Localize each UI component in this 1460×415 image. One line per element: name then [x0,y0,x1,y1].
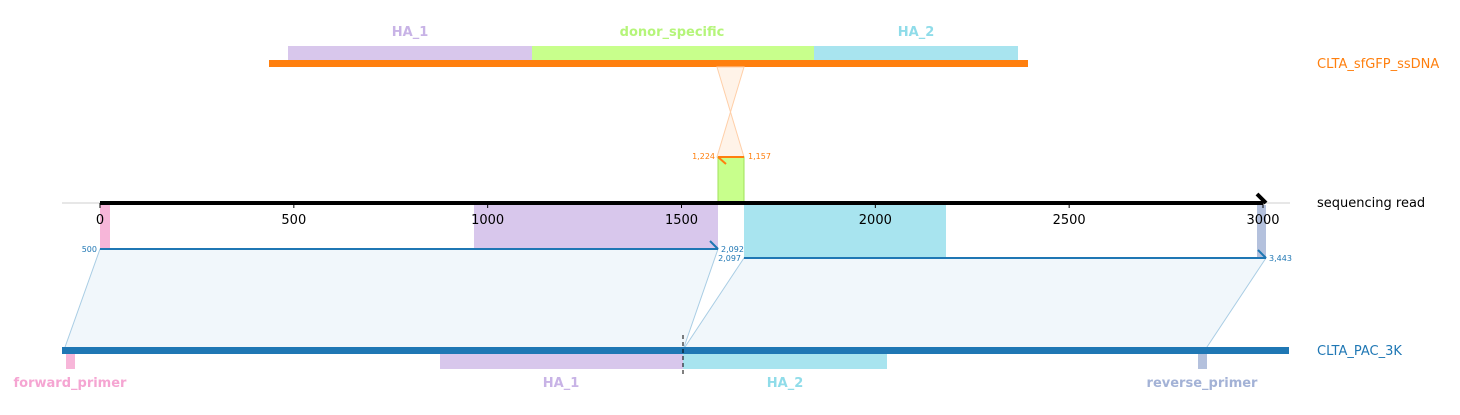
donor-feature-donor-specific-label: donor_specific [620,25,725,40]
target-alignments: 500 2,092 2,097 3,443 [82,240,1292,263]
read-direction-arrow [1255,192,1268,205]
donor-aligned-block [717,156,745,203]
target-alignment-bands [63,248,1267,351]
read-track-label: sequencing read [1317,196,1425,211]
target-feature-ha1-label: HA_1 [543,376,580,391]
target-left-start-label: 500 [82,245,97,254]
target-track-line [62,347,1289,354]
donor-track-label: CLTA_sfGFP_ssDNA [1317,57,1439,72]
target-right-alignment-arrow [1257,249,1267,259]
target-track-label: CLTA_PAC_3K [1317,344,1402,359]
read-feature-forward-primer [100,205,110,249]
target-track: forward_primer HA_1 HA_2 reverse_primer … [14,335,1402,391]
read-axis-ticks: 0 500 1000 1500 2000 2500 3000 [96,203,1280,228]
target-right-start-label: 2,097 [718,254,741,263]
target-feature-forward-primer [66,354,75,369]
donor-feature-ha2 [814,46,1018,61]
target-right-mapping-band [682,257,1267,351]
read-axis-tick-label: 1000 [471,213,504,228]
target-left-end-label: 2,092 [721,245,744,254]
read-axis-tick-label: 2000 [859,213,892,228]
donor-mapping-band [716,66,745,158]
donor-alignment-start-label: 1,224 [692,152,715,161]
donor-track-line [269,60,1028,67]
donor-track: HA_1 donor_specific HA_2 CLTA_sfGFP_ssDN… [269,25,1439,72]
target-feature-ha2 [683,354,887,369]
target-feature-ha1 [440,354,683,369]
donor-feature-donor-specific [532,46,814,61]
target-left-alignment-arrow [709,240,719,250]
target-right-end-label: 3,443 [1269,254,1292,263]
read-axis-tick-label: 3000 [1246,213,1279,228]
target-feature-reverse-primer [1198,354,1207,369]
read-feature-ha2 [744,205,946,258]
read-track: 0 500 1000 1500 2000 2500 3000 sequencing read [62,192,1425,228]
read-feature-reverse-primer [1257,205,1266,258]
target-feature-reverse-primer-label: reverse_primer [1147,376,1259,391]
target-left-mapping-band [63,248,719,351]
donor-alignment: 1,224 1,157 [692,66,771,203]
donor-alignment-arrow [717,156,727,165]
donor-feature-ha1-label: HA_1 [392,25,429,40]
read-axis-tick-label: 2500 [1053,213,1086,228]
read-features [100,205,1266,258]
read-axis-tick-label: 1500 [665,213,698,228]
read-axis-tick-label: 500 [281,213,306,228]
target-feature-ha2-label: HA_2 [767,376,804,391]
target-feature-forward-primer-label: forward_primer [14,376,128,391]
read-axis-tick-label: 0 [96,213,104,228]
donor-alignment-end-label: 1,157 [748,152,771,161]
donor-feature-ha2-label: HA_2 [898,25,935,40]
read-feature-ha1 [474,205,718,249]
donor-feature-ha1 [288,46,532,61]
